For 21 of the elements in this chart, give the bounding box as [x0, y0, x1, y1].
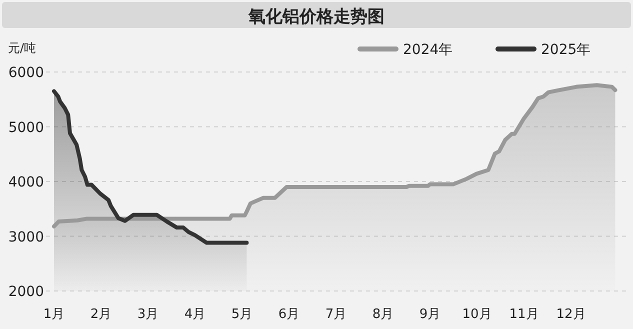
- y-axis-title: 元/吨: [8, 41, 36, 55]
- x-tick-label: 5月: [231, 307, 253, 322]
- x-tick-label: 11月: [509, 307, 539, 322]
- x-tick-label: 4月: [184, 307, 206, 322]
- x-tick-label: 9月: [419, 307, 441, 322]
- chart-title: 氧化铝价格走势图: [248, 7, 384, 27]
- x-tick-label: 7月: [325, 307, 347, 322]
- x-tick-label: 12月: [556, 307, 586, 322]
- x-tick-label: 3月: [137, 307, 159, 322]
- y-tick-label: 3000: [8, 229, 44, 246]
- y-tick-label: 4000: [8, 174, 44, 190]
- x-tick-label: 2月: [90, 307, 112, 322]
- x-tick-label: 8月: [372, 307, 394, 322]
- legend-label: 2024年: [403, 42, 453, 58]
- x-tick-label: 10月: [462, 307, 492, 322]
- x-tick-label: 1月: [43, 307, 65, 322]
- y-tick-label: 2000: [8, 284, 44, 300]
- legend-label: 2025年: [541, 42, 591, 58]
- x-tick-label: 6月: [278, 307, 300, 322]
- y-tick-label: 5000: [8, 120, 44, 136]
- y-tick-label: 6000: [8, 65, 44, 81]
